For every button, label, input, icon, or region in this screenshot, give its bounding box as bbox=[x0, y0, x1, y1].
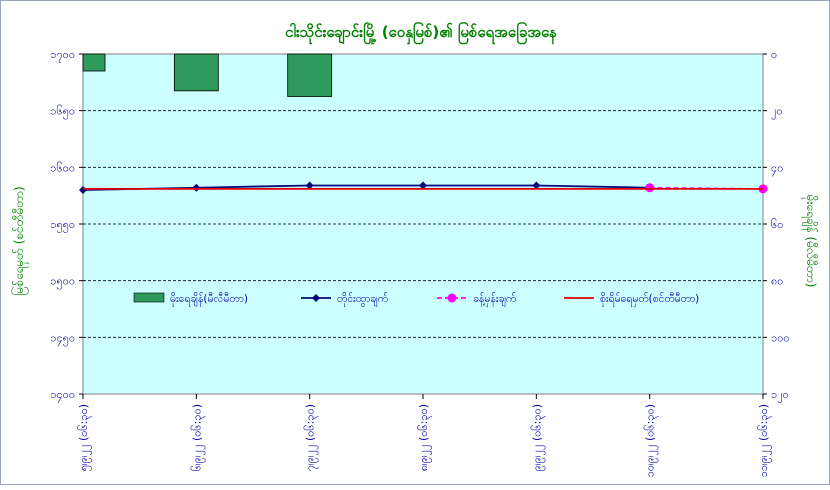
legend-label: စိုးရိမ်ရေမှတ်(စင်တီမီတာ) bbox=[600, 292, 699, 307]
left-tick-label: ၁၅၅၀ bbox=[50, 218, 75, 233]
legend-marker bbox=[447, 293, 457, 303]
x-tick-label: ၇၊၉၊၂၂ (၀၆:၃၀) bbox=[304, 404, 319, 471]
legend-swatch bbox=[133, 292, 165, 303]
legend-label: မိုးရေချိန်(မီလီမီတာ) bbox=[170, 292, 248, 307]
diamond-marker bbox=[532, 181, 541, 190]
left-axis: ၁၄၀၀ ၁၄၅၀ ၁၅၀၀ ၁၅၅၀ ၁၆၀၀ ၁၆၅၀ ၁၇၀၀ bbox=[50, 48, 83, 403]
x-axis: ၅၊၉၊၂၂ (၀၆:၃၀) ၆၊၉၊၂၂ (၀၆:၃၀) ၇၊၉၊၂၂ (၀၆:၃… bbox=[77, 394, 772, 477]
left-tick-label: ၁၄၅၀ bbox=[50, 331, 75, 346]
right-tick-label: ၈၀ bbox=[771, 275, 783, 288]
x-tick-label: ၆၊၉၊၂၂ (၀၆:၃၀) bbox=[190, 404, 205, 471]
left-tick-label: ၁၆၅၀ bbox=[50, 105, 75, 120]
left-axis-title: မြစ်ရေမှတ် (စင်တီမီတာ) bbox=[10, 186, 29, 295]
x-tick-label: ၈၊၉၊၂၂ (၀၆:၃၀) bbox=[417, 404, 432, 471]
grid-lines bbox=[83, 110, 763, 338]
right-tick-label: ၄၀ bbox=[771, 161, 783, 176]
diamond-marker bbox=[305, 181, 314, 190]
left-tick-label: ၁၄၀၀ bbox=[50, 388, 75, 403]
legend: မိုးရေချိန်(မီလီမီတာ) တိုင်းထွာချက် ခန့်မှ… bbox=[133, 292, 699, 307]
line-series bbox=[79, 181, 768, 194]
rain-bar bbox=[82, 53, 106, 72]
right-tick-label: ၆၀ bbox=[771, 218, 783, 231]
legend-label: တိုင်းထွာချက် bbox=[337, 292, 388, 307]
right-tick-label: ၂၀ bbox=[771, 105, 783, 120]
rain-bar bbox=[173, 53, 219, 92]
legend-label: ခန့်မှန်းချက် bbox=[473, 292, 516, 307]
bar-series bbox=[82, 53, 333, 97]
right-tick-label: ၁၂၀ bbox=[771, 388, 789, 403]
right-tick-label: ၁၀၀ bbox=[771, 331, 790, 344]
x-tick-label: ၁၀၊၉၊၂၂ (၀၆:၃၀) bbox=[644, 404, 659, 477]
x-tick-label: ၉၊၉၊၂၂ (၀၆:၃၀) bbox=[530, 404, 545, 471]
right-tick-label: ၀ bbox=[771, 48, 777, 61]
x-tick-label: ၁၁၊၉၊၂၂ (၀၆:၃၀) bbox=[757, 404, 772, 477]
x-tick-label: ၅၊၉၊၂၂ (၀၆:၃၀) bbox=[77, 404, 92, 471]
left-tick-label: ၁၇၀၀ bbox=[50, 48, 75, 63]
left-tick-label: ၁၆၀၀ bbox=[50, 161, 75, 174]
legend-marker bbox=[312, 294, 320, 302]
left-tick-label: ၁၅၀၀ bbox=[50, 275, 75, 290]
chart-title: ငါးသိုင်းချောင်းမြို့ (ဝေနှမြစ်)၏ မြစ်ရေ… bbox=[285, 21, 557, 45]
diamond-marker bbox=[419, 181, 427, 190]
circle-marker bbox=[645, 183, 655, 193]
right-axis-title: မိုးရေချိန် (မီလီမီတာ) bbox=[801, 195, 819, 288]
rain-bar bbox=[287, 53, 333, 97]
